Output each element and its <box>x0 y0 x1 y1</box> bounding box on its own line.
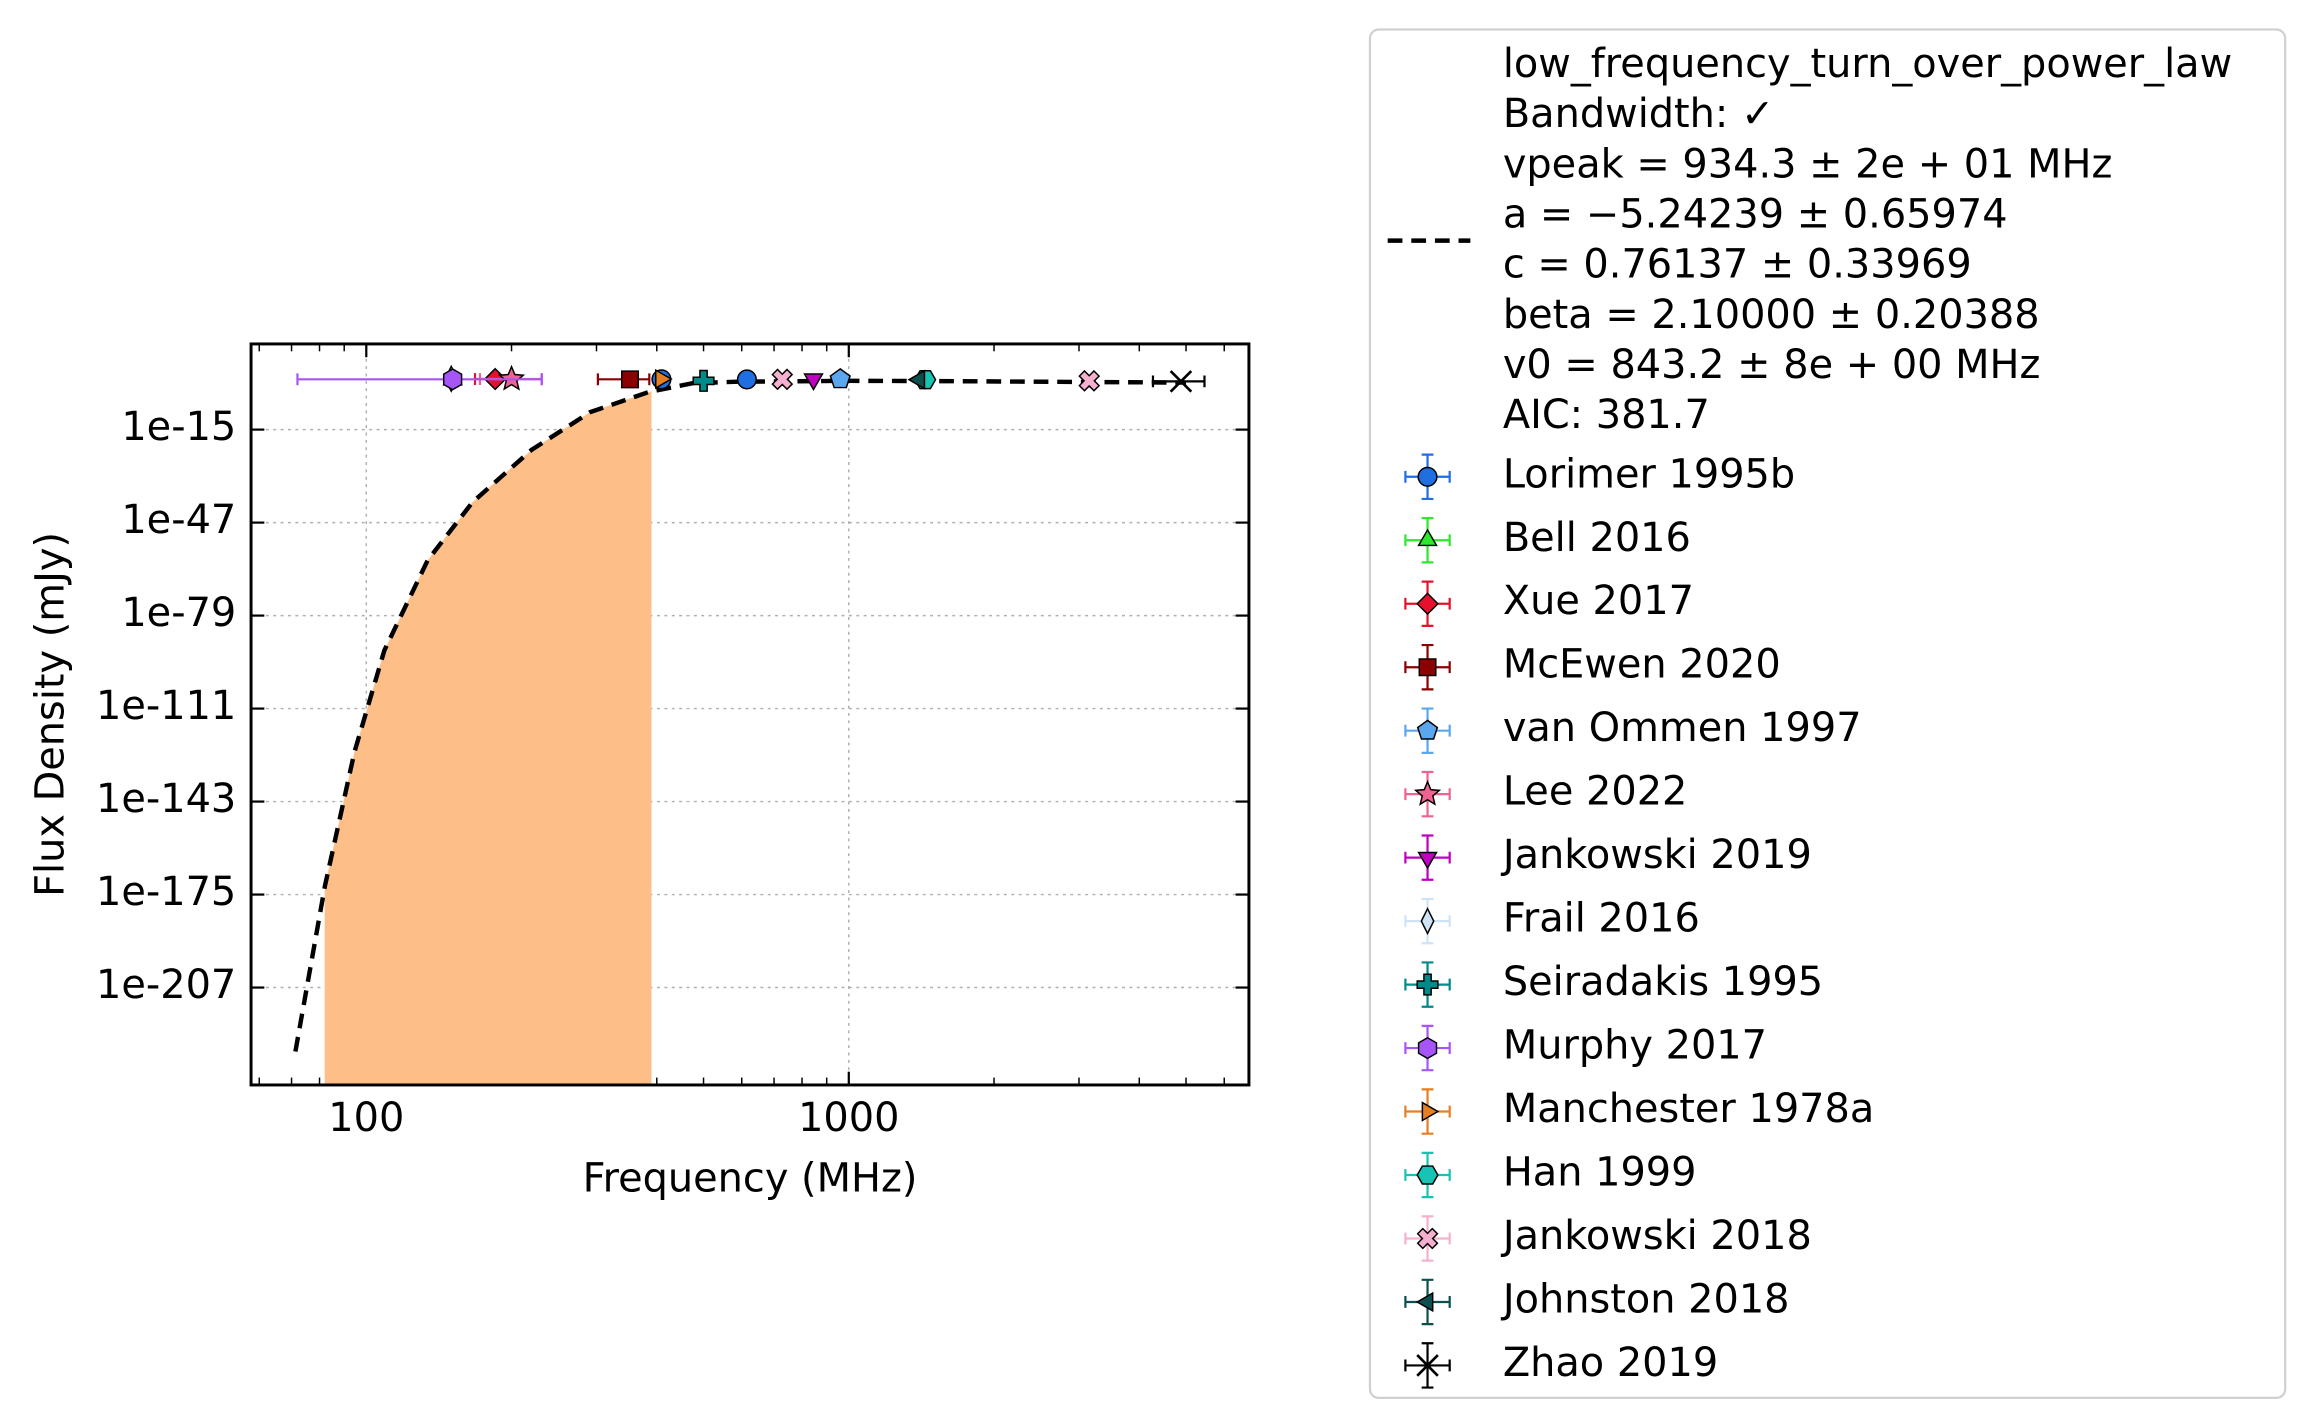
legend-marker <box>1416 973 1439 996</box>
marker <box>736 369 757 390</box>
legend-label: McEwen 2020 <box>1503 642 1781 688</box>
marker <box>829 367 851 389</box>
x-tick-label: 1000 <box>798 1095 899 1141</box>
legend-marker <box>1417 528 1438 547</box>
y-tick-label: 1e-175 <box>96 869 236 915</box>
legend-marker <box>1417 1036 1438 1060</box>
marker <box>620 370 639 389</box>
bandwidth-fill <box>324 391 652 1085</box>
legend-label: van Ommen 1997 <box>1503 705 1862 751</box>
legend-label: Lee 2022 <box>1503 769 1688 815</box>
marker <box>771 368 794 391</box>
legend-label: Frail 2016 <box>1503 896 1700 942</box>
y-tick-label: 1e-207 <box>96 962 236 1008</box>
marker <box>692 369 715 392</box>
marker <box>907 369 926 390</box>
legend-marker <box>1416 1227 1439 1250</box>
marker <box>1078 369 1101 392</box>
y-tick-label: 1e-111 <box>96 683 236 729</box>
legend-label: Seiradakis 1995 <box>1503 959 1823 1005</box>
legend-label: Jankowski 2018 <box>1500 1213 1812 1259</box>
y-tick-label: 1e-79 <box>121 590 236 636</box>
marker <box>803 373 824 392</box>
legend-label: Jankowski 2019 <box>1500 832 1812 878</box>
legend-label: vpeak = 934.3 ± 2e + 01 MHz <box>1503 141 2113 187</box>
marker <box>1169 370 1193 393</box>
legend-marker <box>1421 1101 1440 1122</box>
fit-line <box>293 378 1187 1052</box>
y-tick-label: 1e-143 <box>96 776 236 822</box>
legend-marker <box>1416 1354 1439 1377</box>
x-axis-label: Frequency (MHz) <box>583 1155 918 1201</box>
legend-marker <box>1416 592 1439 616</box>
legend-marker <box>1418 658 1437 677</box>
error-bar <box>1151 375 1206 388</box>
legend-label: Han 1999 <box>1503 1150 1697 1196</box>
legend-label: Zhao 2019 <box>1503 1340 1718 1386</box>
legend-box <box>1368 28 2287 1400</box>
y-tick-label: 1e-47 <box>121 497 236 543</box>
legend-label: c = 0.76137 ± 0.33969 <box>1503 242 1972 288</box>
legend-marker <box>1415 1291 1434 1313</box>
legend-label: Murphy 2017 <box>1503 1023 1767 1069</box>
plot-frame <box>249 342 1251 1087</box>
legend-marker <box>1420 907 1435 936</box>
legend-label: Johnston 2018 <box>1500 1276 1790 1322</box>
legend-label: AIC: 381.7 <box>1503 392 1710 438</box>
legend-marker <box>1416 1165 1439 1185</box>
legend-marker <box>1417 851 1438 870</box>
legend-label: beta = 2.10000 ± 0.20388 <box>1503 292 2040 338</box>
error-bar <box>296 373 543 386</box>
legend-label: Manchester 1978a <box>1503 1086 1874 1132</box>
marker <box>442 368 463 391</box>
y-tick-label: 1e-15 <box>121 404 236 450</box>
marker <box>655 368 673 390</box>
y-axis-label: Flux Density (mJy) <box>28 532 74 897</box>
legend-label: Bell 2016 <box>1503 515 1691 561</box>
legend-label: a = −5.24239 ± 0.65974 <box>1503 191 2008 237</box>
legend-label: Xue 2017 <box>1503 578 1694 624</box>
legend-marker <box>1413 779 1442 806</box>
legend-label: low_frequency_turn_over_power_law <box>1503 41 2232 87</box>
legend-label: v0 = 843.2 ± 8e + 00 MHz <box>1503 342 2041 388</box>
marker <box>497 364 526 391</box>
legend-marker <box>1416 719 1439 740</box>
legend-label: Lorimer 1995b <box>1503 451 1795 497</box>
x-tick-label: 100 <box>328 1095 404 1141</box>
legend-label: Bandwidth: ✓ <box>1503 91 1775 137</box>
legend-marker <box>1417 466 1438 487</box>
